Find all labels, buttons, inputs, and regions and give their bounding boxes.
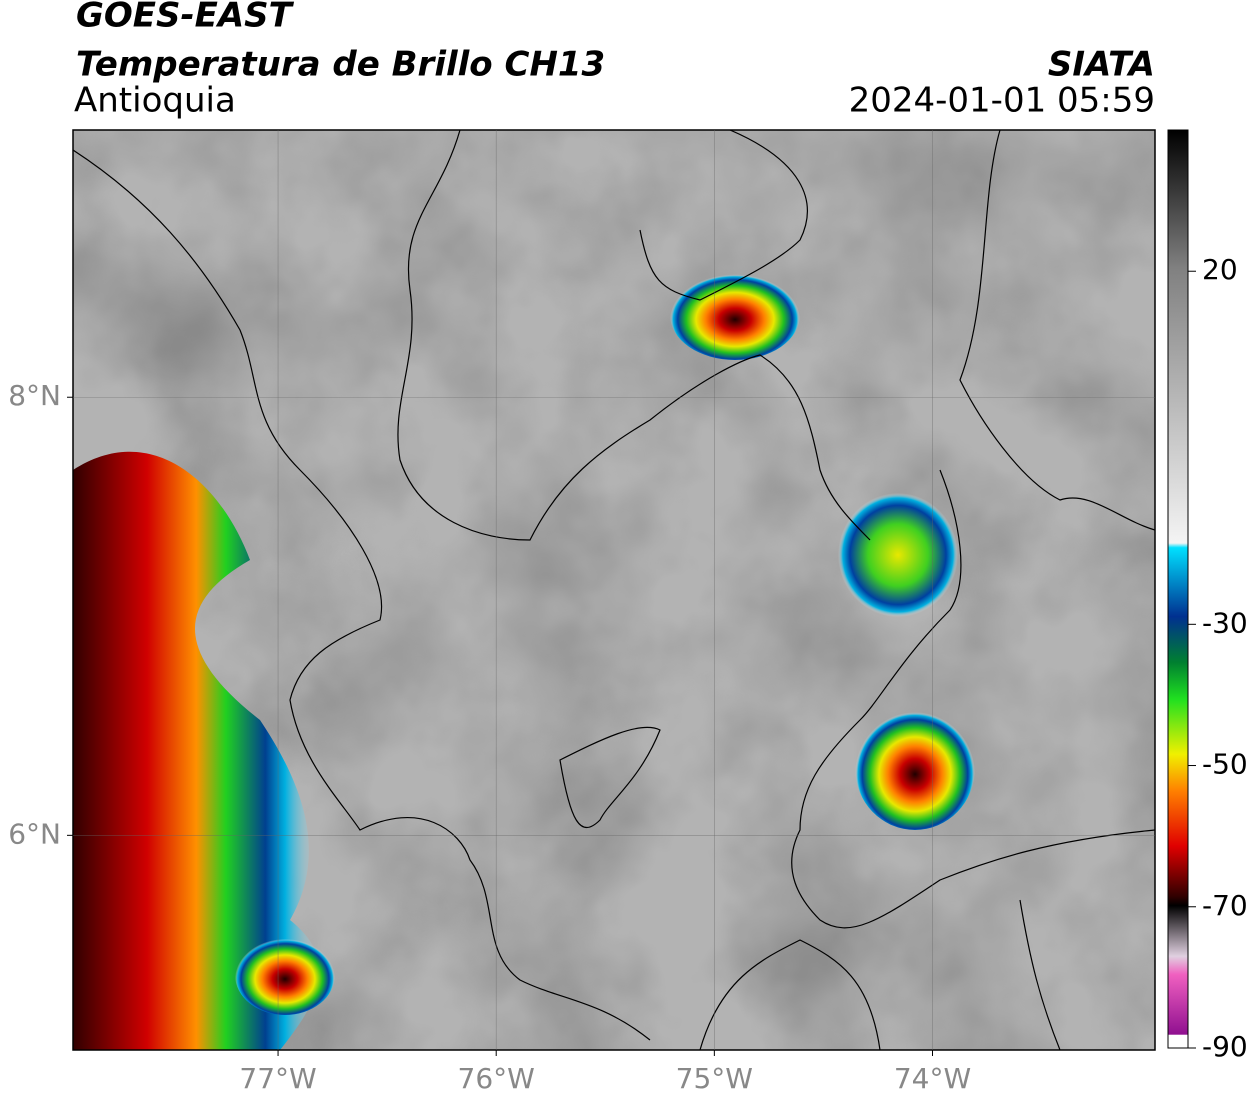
colorbar-tick-label: -50 bbox=[1202, 748, 1248, 781]
y-tick-label: 8°N bbox=[8, 379, 61, 412]
colorbar-tick-label: -30 bbox=[1202, 606, 1248, 639]
title: GOES-EAST bbox=[76, 0, 295, 36]
colorbar-tick-label: -90 bbox=[1202, 1030, 1248, 1063]
colorbar bbox=[1167, 129, 1189, 1049]
map-frame bbox=[72, 129, 1156, 1051]
x-tick-label: 77°W bbox=[239, 1062, 316, 1095]
map-image bbox=[73, 130, 1155, 1050]
x-tick-label: 74°W bbox=[894, 1062, 971, 1095]
source: SIATA bbox=[1048, 45, 1155, 85]
colorbar-tick-label: -70 bbox=[1202, 889, 1248, 922]
y-tick-label: 6°N bbox=[8, 817, 61, 850]
x-tick-label: 75°W bbox=[676, 1062, 753, 1095]
region: Antioquia bbox=[74, 81, 236, 121]
datetime: 2024-01-01 05:59 bbox=[849, 81, 1155, 121]
x-tick-label: 76°W bbox=[458, 1062, 535, 1095]
subtitle: Temperatura de Brillo CH13 bbox=[76, 45, 605, 85]
colorbar-tick-label: 20 bbox=[1202, 253, 1238, 286]
